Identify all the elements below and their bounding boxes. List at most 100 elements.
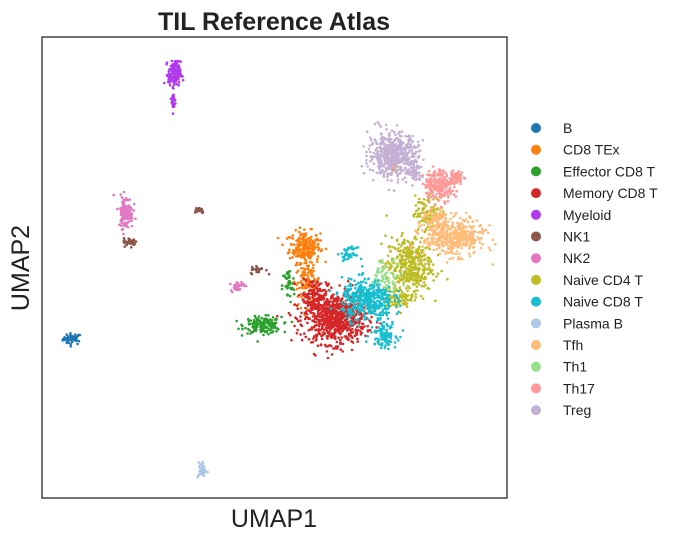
data-point: [345, 252, 348, 256]
data-point: [384, 272, 387, 276]
data-point: [414, 229, 417, 233]
data-point: [442, 212, 446, 215]
data-point: [445, 184, 448, 187]
legend-item: Th1: [531, 359, 587, 375]
data-point: [325, 317, 328, 320]
data-point: [264, 313, 268, 317]
data-point: [310, 235, 313, 239]
data-point: [378, 302, 382, 306]
data-point: [324, 281, 328, 284]
data-point: [393, 167, 397, 170]
data-point: [408, 134, 411, 138]
data-point: [397, 339, 400, 342]
data-point: [392, 143, 396, 146]
data-point: [387, 311, 391, 315]
data-point: [397, 277, 401, 280]
data-point: [250, 330, 254, 334]
data-point: [367, 304, 370, 308]
data-point: [360, 303, 364, 307]
data-point: [378, 155, 381, 159]
data-point: [391, 320, 394, 324]
data-point: [288, 294, 292, 298]
data-point: [276, 236, 280, 240]
data-point: [433, 228, 437, 232]
data-point: [200, 209, 203, 212]
data-point: [494, 242, 497, 246]
data-point: [393, 299, 397, 302]
data-point: [315, 323, 319, 327]
data-point: [399, 244, 403, 248]
data-point: [391, 303, 395, 306]
data-point: [414, 167, 418, 170]
data-point: [470, 231, 473, 234]
data-point: [392, 261, 396, 265]
data-point: [347, 284, 351, 288]
data-point: [387, 293, 391, 297]
data-point: [376, 268, 379, 272]
data-point: [464, 243, 467, 247]
data-point: [440, 269, 444, 273]
data-point: [303, 238, 306, 242]
data-point: [330, 353, 334, 356]
data-point: [316, 307, 319, 310]
data-point: [405, 258, 408, 261]
data-point: [350, 348, 354, 352]
data-point: [409, 260, 412, 264]
data-point: [354, 318, 357, 322]
data-point: [404, 134, 407, 138]
data-point: [122, 207, 126, 211]
data-point: [366, 165, 369, 168]
data-point: [412, 274, 415, 278]
data-point: [384, 290, 387, 294]
data-point: [400, 135, 403, 138]
data-point: [70, 339, 73, 342]
data-point: [171, 63, 174, 67]
data-point: [390, 129, 394, 132]
data-point: [267, 321, 271, 325]
data-point: [442, 175, 445, 179]
data-point: [130, 224, 134, 228]
data-point: [388, 268, 391, 272]
data-point: [417, 208, 420, 211]
data-point: [399, 335, 402, 339]
data-point: [280, 315, 283, 319]
data-point: [388, 131, 391, 135]
data-point: [326, 326, 329, 329]
data-point: [295, 271, 299, 274]
data-point: [356, 289, 360, 292]
data-point: [344, 312, 348, 316]
data-point: [312, 277, 316, 281]
data-point: [256, 340, 259, 343]
legend-marker: [531, 188, 541, 199]
data-point: [452, 237, 456, 240]
data-point: [348, 332, 352, 336]
data-point: [370, 287, 373, 290]
data-point: [344, 316, 348, 320]
legend-label: NK2: [563, 250, 590, 266]
data-point: [382, 175, 386, 178]
data-point: [324, 260, 327, 264]
data-point: [393, 345, 397, 349]
data-point: [482, 229, 485, 232]
data-point: [316, 255, 320, 258]
data-point: [343, 290, 347, 293]
data-point: [412, 163, 416, 167]
data-point: [324, 306, 328, 309]
data-point: [124, 240, 128, 244]
data-point: [334, 328, 338, 332]
data-point: [446, 220, 450, 223]
data-point: [407, 173, 410, 176]
data-point: [410, 293, 414, 297]
data-point: [359, 325, 362, 329]
data-point: [172, 99, 176, 103]
data-point: [197, 465, 201, 468]
data-point: [307, 283, 311, 287]
data-point: [305, 296, 308, 299]
data-point: [264, 326, 267, 329]
data-point: [393, 267, 397, 271]
data-point: [319, 343, 323, 346]
data-point: [370, 326, 374, 329]
data-point: [415, 215, 419, 218]
data-point: [244, 326, 247, 330]
data-point: [412, 215, 416, 218]
